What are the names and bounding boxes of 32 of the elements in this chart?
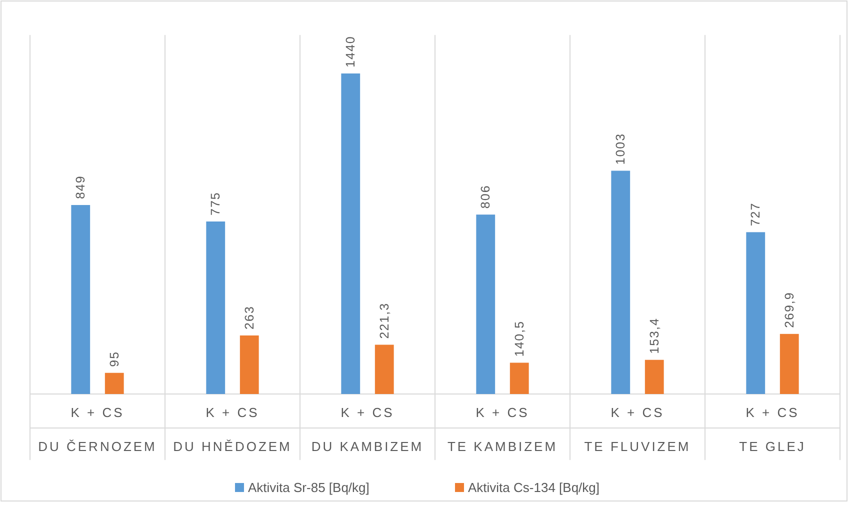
bar [476, 214, 496, 394]
bar [374, 344, 394, 394]
data-label: 95 [107, 350, 122, 367]
data-label: 269,9 [782, 292, 796, 328]
bar [510, 362, 529, 394]
bar [780, 334, 799, 394]
legend-label: Aktivita Sr-85 [Bq/kg] [248, 480, 370, 495]
data-label: 263 [242, 306, 256, 330]
bar [746, 232, 766, 394]
data-label: 140,5 [512, 320, 526, 357]
data-label: 153,4 [647, 318, 662, 354]
bar [104, 372, 124, 394]
category-label: K + CS TE KAMBIZEM [447, 405, 558, 454]
data-label: 849 [74, 175, 88, 200]
data-label: 1003 [614, 132, 628, 165]
data-label: 1440 [344, 36, 358, 68]
data-label: 806 [478, 184, 493, 209]
bar [341, 73, 360, 394]
bar [611, 170, 630, 394]
bar [71, 205, 90, 394]
category-label: K + CS DU ČERNOZEM [38, 405, 157, 454]
category-label: K + CS DU HNĚDOZEM [173, 405, 292, 454]
data-label: 221,3 [377, 302, 392, 339]
bar [206, 221, 226, 394]
category-label: K + CS TE FLUVIZEM [584, 405, 691, 454]
legend-label: Aktivita Cs-134 [Bq/kg] [468, 480, 600, 495]
category-label: K + CS TE GLEJ [739, 405, 806, 454]
data-label: 775 [208, 192, 223, 216]
bar [240, 335, 259, 394]
data-label: 727 [748, 202, 763, 226]
category-label: K + CS DU KAMBIZEM [311, 405, 424, 454]
bar [644, 360, 664, 394]
